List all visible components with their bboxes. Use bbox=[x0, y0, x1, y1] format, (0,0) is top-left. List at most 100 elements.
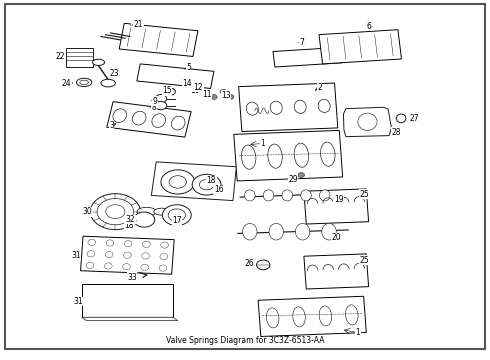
Text: 3: 3 bbox=[109, 121, 114, 130]
Text: 10: 10 bbox=[190, 86, 199, 95]
Circle shape bbox=[97, 198, 134, 225]
Circle shape bbox=[155, 102, 167, 110]
Text: 7: 7 bbox=[299, 38, 304, 47]
Text: 12: 12 bbox=[194, 83, 203, 92]
Text: 1: 1 bbox=[355, 328, 360, 337]
Ellipse shape bbox=[320, 142, 335, 166]
Circle shape bbox=[90, 194, 140, 230]
Circle shape bbox=[162, 205, 191, 225]
Ellipse shape bbox=[171, 209, 184, 215]
Text: 6: 6 bbox=[367, 22, 371, 31]
Polygon shape bbox=[343, 107, 392, 137]
Ellipse shape bbox=[269, 224, 283, 240]
Text: 8: 8 bbox=[151, 103, 156, 112]
Text: Valve Springs Diagram for 3C3Z-6513-AA: Valve Springs Diagram for 3C3Z-6513-AA bbox=[166, 336, 324, 345]
Ellipse shape bbox=[270, 101, 282, 114]
Text: 24: 24 bbox=[62, 79, 71, 88]
Ellipse shape bbox=[318, 99, 330, 112]
Polygon shape bbox=[273, 47, 342, 67]
Text: 2: 2 bbox=[317, 84, 322, 93]
Polygon shape bbox=[82, 317, 178, 321]
Ellipse shape bbox=[396, 114, 406, 123]
Text: 13: 13 bbox=[221, 91, 231, 100]
Text: 14: 14 bbox=[183, 78, 192, 87]
Ellipse shape bbox=[93, 59, 104, 66]
Ellipse shape bbox=[301, 190, 311, 201]
Text: 21: 21 bbox=[134, 20, 143, 29]
Ellipse shape bbox=[345, 305, 358, 325]
Bar bbox=[66, 48, 93, 67]
Ellipse shape bbox=[319, 190, 330, 201]
Circle shape bbox=[199, 180, 214, 190]
Circle shape bbox=[203, 91, 210, 96]
Circle shape bbox=[192, 174, 221, 195]
Text: 20: 20 bbox=[331, 233, 341, 242]
Ellipse shape bbox=[132, 111, 146, 125]
Ellipse shape bbox=[322, 224, 336, 240]
Polygon shape bbox=[234, 130, 343, 181]
Circle shape bbox=[155, 94, 167, 103]
Ellipse shape bbox=[105, 251, 113, 258]
Text: 25: 25 bbox=[359, 256, 369, 265]
Text: 1: 1 bbox=[260, 139, 265, 148]
Text: 16: 16 bbox=[214, 185, 223, 194]
Text: 23: 23 bbox=[110, 69, 119, 78]
Polygon shape bbox=[137, 64, 214, 89]
Ellipse shape bbox=[86, 262, 94, 269]
Text: 9: 9 bbox=[152, 96, 157, 105]
Text: 18: 18 bbox=[207, 176, 216, 185]
Ellipse shape bbox=[263, 190, 274, 201]
Ellipse shape bbox=[142, 253, 149, 259]
Ellipse shape bbox=[268, 144, 282, 168]
Text: 5: 5 bbox=[186, 63, 191, 72]
Ellipse shape bbox=[113, 109, 126, 122]
Circle shape bbox=[168, 209, 185, 221]
Ellipse shape bbox=[88, 239, 96, 246]
Ellipse shape bbox=[122, 264, 130, 270]
Ellipse shape bbox=[80, 80, 89, 85]
Ellipse shape bbox=[104, 263, 112, 269]
Ellipse shape bbox=[245, 190, 255, 201]
Polygon shape bbox=[82, 284, 173, 317]
Circle shape bbox=[106, 205, 125, 219]
Polygon shape bbox=[80, 236, 174, 274]
Ellipse shape bbox=[172, 116, 185, 130]
Text: 11: 11 bbox=[202, 90, 211, 99]
Text: 25: 25 bbox=[359, 190, 369, 199]
Text: 26: 26 bbox=[245, 259, 255, 268]
Polygon shape bbox=[151, 162, 236, 201]
Text: 27: 27 bbox=[409, 114, 419, 123]
Text: 32: 32 bbox=[126, 215, 136, 224]
Circle shape bbox=[166, 88, 175, 95]
Ellipse shape bbox=[267, 308, 279, 328]
Ellipse shape bbox=[137, 207, 156, 216]
Polygon shape bbox=[107, 102, 191, 137]
Polygon shape bbox=[258, 296, 367, 337]
Ellipse shape bbox=[246, 102, 258, 115]
Text: 22: 22 bbox=[55, 51, 65, 60]
Polygon shape bbox=[304, 254, 368, 289]
Circle shape bbox=[298, 172, 305, 177]
Text: 15: 15 bbox=[162, 86, 172, 95]
Circle shape bbox=[227, 94, 234, 99]
Ellipse shape bbox=[123, 252, 131, 258]
Ellipse shape bbox=[101, 79, 115, 87]
Ellipse shape bbox=[87, 251, 95, 257]
Circle shape bbox=[134, 212, 155, 227]
Ellipse shape bbox=[152, 114, 166, 127]
Circle shape bbox=[257, 260, 270, 270]
Text: 18: 18 bbox=[124, 221, 134, 230]
Text: 30: 30 bbox=[83, 207, 93, 216]
Ellipse shape bbox=[106, 240, 114, 246]
Ellipse shape bbox=[358, 113, 377, 130]
Polygon shape bbox=[119, 23, 198, 57]
Polygon shape bbox=[319, 30, 401, 64]
Circle shape bbox=[220, 89, 227, 94]
Ellipse shape bbox=[141, 264, 148, 270]
Polygon shape bbox=[304, 189, 368, 224]
Text: 19: 19 bbox=[334, 195, 343, 204]
Ellipse shape bbox=[160, 253, 168, 260]
Text: 28: 28 bbox=[392, 128, 401, 137]
Ellipse shape bbox=[243, 224, 257, 240]
Circle shape bbox=[210, 94, 217, 99]
